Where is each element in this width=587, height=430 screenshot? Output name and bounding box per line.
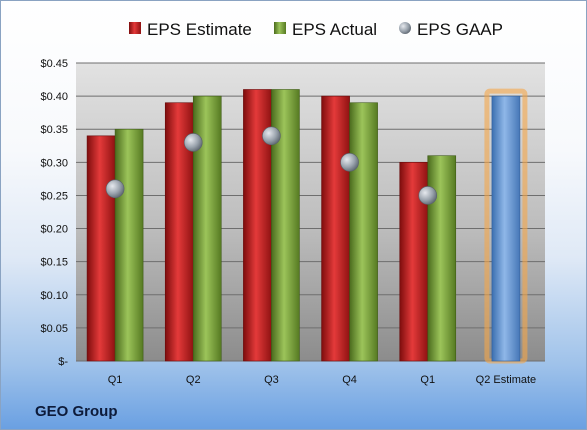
x-axis-ticks: Q1 Q2 Q3 Q4 Q1 Q2 Estimate bbox=[108, 374, 536, 386]
legend-swatch bbox=[129, 22, 141, 34]
y-tick-label: $0.30 bbox=[40, 157, 68, 169]
gaap-points bbox=[105, 126, 438, 205]
legend-swatch bbox=[274, 22, 286, 34]
y-tick-label: $- bbox=[58, 356, 68, 368]
legend: EPS Estimate EPS Actual EPS GAAP bbox=[129, 20, 503, 39]
eps-actual-bar bbox=[349, 102, 378, 362]
eps-gaap-point bbox=[105, 179, 125, 199]
eps-actual-bar bbox=[114, 128, 144, 362]
eps-actual-bar bbox=[427, 155, 457, 362]
y-tick-label: $0.05 bbox=[40, 323, 68, 335]
x-tick-label: Q1 bbox=[420, 374, 435, 386]
q2-estimate-bar bbox=[491, 95, 521, 362]
x-tick-label: Q2 bbox=[186, 374, 201, 386]
legend-label: EPS Estimate bbox=[147, 20, 252, 39]
y-tick-label: $0.10 bbox=[40, 290, 68, 302]
company-name: GEO Group bbox=[35, 403, 118, 420]
x-tick-label: Q4 bbox=[342, 374, 357, 386]
y-tick-label: $0.25 bbox=[40, 190, 68, 202]
y-tick-label: $0.15 bbox=[40, 257, 68, 269]
eps-gaap-point bbox=[183, 133, 203, 152]
gridlines bbox=[76, 62, 545, 362]
x-tick-label: Q2 Estimate bbox=[476, 374, 537, 386]
eps-gaap-point bbox=[340, 153, 359, 172]
x-tick-label: Q1 bbox=[108, 374, 123, 386]
plot-area bbox=[76, 63, 545, 361]
x-tick-label: Q3 bbox=[264, 374, 279, 386]
y-tick-label: $0.35 bbox=[40, 124, 68, 136]
eps-gaap-point bbox=[418, 186, 438, 205]
eps-estimate-bar bbox=[321, 95, 350, 362]
eps-estimate-bar bbox=[86, 135, 116, 362]
y-axis-ticks: $- $0.05 $0.10 $0.15 $0.20 $0.25 $0.30 $0.35 $0.… bbox=[40, 58, 68, 368]
y-tick-label: $0.20 bbox=[40, 224, 68, 236]
y-tick-label: $0.45 bbox=[40, 58, 68, 70]
legend-label: EPS Actual bbox=[292, 20, 377, 39]
legend-label: EPS GAAP bbox=[417, 20, 503, 39]
y-tick-label: $0.40 bbox=[40, 91, 68, 103]
legend-swatch bbox=[399, 22, 411, 34]
eps-gaap-point bbox=[262, 126, 281, 146]
